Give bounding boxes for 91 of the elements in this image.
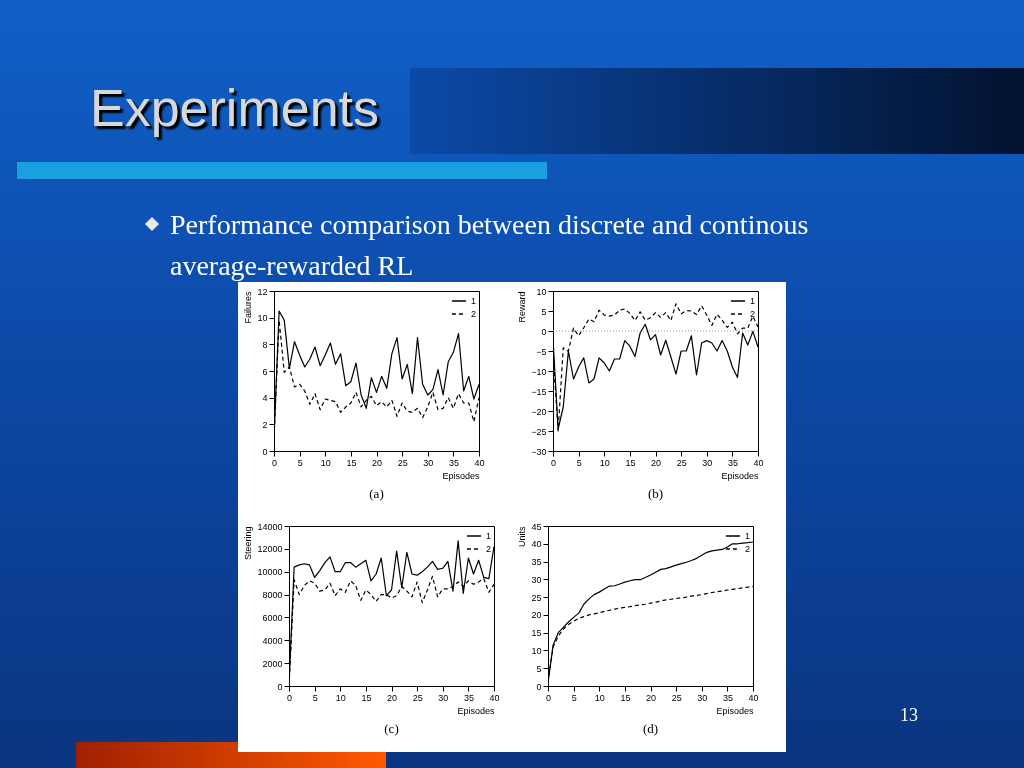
y-tick-label: 8000 (262, 590, 283, 601)
text: (a) (369, 486, 384, 501)
y-tick-label: 10 (531, 645, 542, 656)
x-tick-label: 40 (474, 457, 485, 468)
legend-label: 2 (471, 309, 477, 319)
x-axis-title: Episodes (457, 705, 495, 716)
x-tick-label: 15 (346, 457, 357, 468)
x-tick-label: 30 (702, 457, 713, 468)
x-tick-label: 35 (463, 692, 474, 703)
y-tick-label: 35 (531, 557, 542, 568)
y-tick-label: 5 (541, 306, 547, 317)
y-tick-label: 10 (536, 286, 547, 297)
text: (c) (384, 721, 399, 736)
y-axis-title: Failures (243, 291, 254, 324)
x-tick-label: 20 (371, 457, 383, 468)
y-tick-label: 0 (277, 681, 283, 692)
x-tick-label: 15 (625, 457, 636, 468)
chart-title: Experiments (90, 78, 379, 138)
y-tick-label: 15 (531, 628, 542, 639)
y-tick-label: −15 (531, 386, 547, 397)
x-tick-label: 5 (312, 692, 318, 703)
x-tick-label: 25 (397, 457, 408, 468)
y-tick-label: 0 (541, 326, 547, 337)
y-tick-label: 30 (531, 574, 542, 585)
legend-label: 1 (750, 296, 756, 306)
y-tick-label: 12000 (257, 544, 283, 555)
x-tick-label: 10 (599, 457, 610, 468)
legend-label: 1 (745, 531, 751, 541)
y-tick-label: −10 (531, 366, 547, 377)
x-axis-title: Episodes (716, 705, 754, 716)
y-tick-label: −5 (536, 346, 547, 357)
y-axis-title: Units (517, 526, 528, 548)
y-tick-label: 40 (531, 539, 542, 550)
y-tick-label: 20 (531, 610, 542, 621)
x-tick-label: 0 (550, 457, 557, 468)
x-tick-label: 25 (412, 692, 423, 703)
x-tick-label: 20 (386, 692, 398, 703)
y-axis-title: Reward (517, 291, 528, 323)
y-tick-label: 2000 (262, 658, 283, 669)
x-tick-label: 20 (650, 457, 662, 468)
x-tick-label: 5 (571, 692, 577, 703)
y-tick-label: 14000 (257, 521, 283, 532)
x-tick-label: 15 (620, 692, 631, 703)
x-axis-title: Episodes (721, 470, 759, 481)
y-tick-label: 10000 (257, 567, 283, 578)
y-tick-label: 4 (262, 393, 268, 404)
y-tick-label: −20 (531, 406, 547, 417)
x-tick-label: 35 (722, 692, 733, 703)
x-tick-label: 15 (361, 692, 372, 703)
y-tick-label: 8 (262, 339, 268, 350)
x-tick-label: 20 (645, 692, 657, 703)
x-tick-label: 40 (748, 692, 759, 703)
y-tick-label: 4000 (262, 635, 283, 646)
y-tick-label: −30 (531, 446, 547, 457)
y-tick-label: 25 (531, 592, 542, 603)
x-tick-label: 25 (671, 692, 682, 703)
x-tick-label: 30 (697, 692, 708, 703)
legend-label: 2 (750, 309, 756, 319)
x-tick-label: 30 (423, 457, 434, 468)
x-tick-label: 25 (676, 457, 687, 468)
legend-label: 2 (486, 544, 492, 554)
legend-label: 2 (745, 544, 751, 554)
x-axis-title: Episodes (442, 470, 480, 481)
y-tick-label: 2 (262, 419, 268, 430)
y-tick-label: 10 (257, 313, 268, 324)
legend-label: 1 (471, 296, 477, 306)
text: (d) (642, 721, 659, 736)
x-tick-label: 40 (489, 692, 500, 703)
y-tick-label: 0 (536, 681, 542, 692)
y-axis-title: Steering (243, 526, 254, 561)
x-tick-label: 5 (576, 457, 582, 468)
x-tick-label: 0 (286, 692, 293, 703)
x-tick-label: 10 (594, 692, 605, 703)
y-tick-label: 0 (262, 446, 268, 457)
legend-label: 1 (486, 531, 492, 541)
x-tick-label: 10 (320, 457, 331, 468)
x-tick-label: 10 (335, 692, 346, 703)
y-tick-label: 5 (536, 663, 542, 674)
text: 13 (900, 705, 918, 726)
y-tick-label: 6000 (262, 612, 283, 623)
x-tick-label: 40 (753, 457, 764, 468)
y-tick-label: 12 (257, 286, 268, 297)
chart-subtitle: Performance comparison between discrete and continous average-rewarded RL (170, 208, 810, 283)
x-tick-label: 30 (438, 692, 449, 703)
x-tick-label: 5 (297, 457, 303, 468)
y-tick-label: 45 (531, 521, 542, 532)
y-tick-label: −25 (531, 426, 547, 437)
text: (b) (647, 486, 664, 501)
x-tick-label: 35 (727, 457, 738, 468)
y-tick-label: 6 (262, 366, 268, 377)
x-tick-label: 35 (448, 457, 459, 468)
